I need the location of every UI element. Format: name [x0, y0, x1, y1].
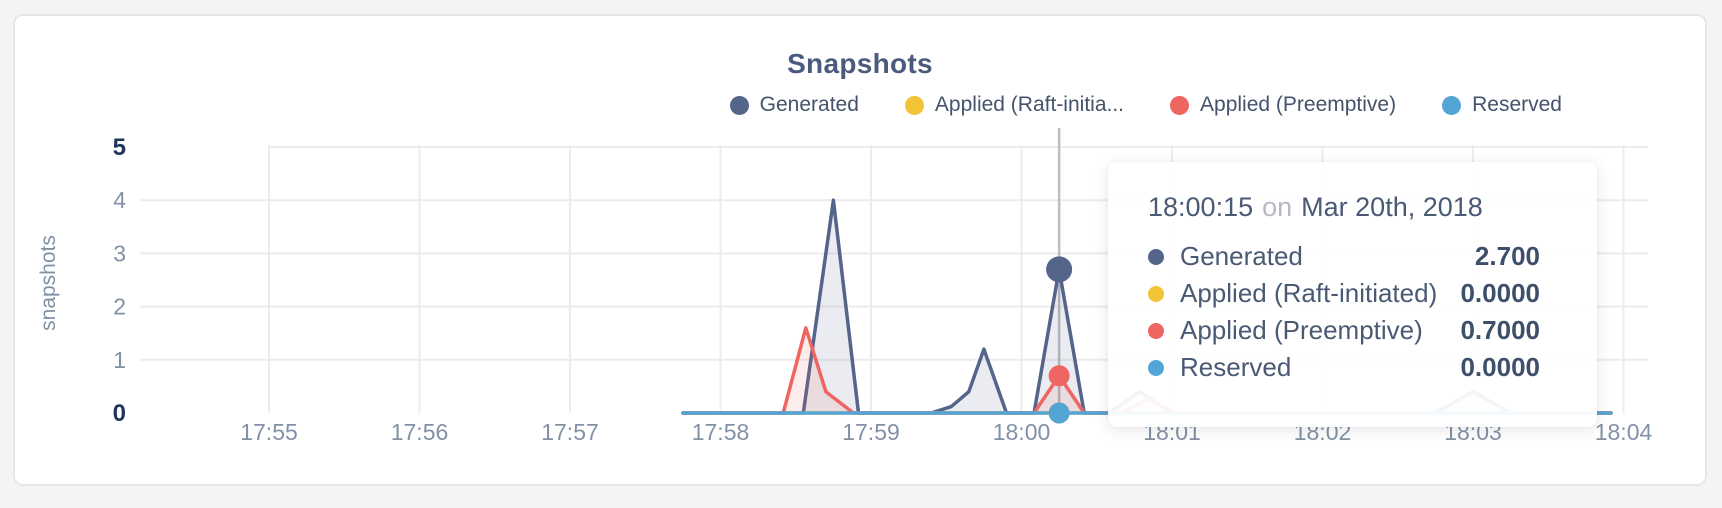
- chart-tooltip: 18:00:15 on Mar 20th, 2018 Generated 2.700 A…: [1108, 162, 1597, 427]
- tooltip-series-value: 0.0000: [1460, 352, 1540, 382]
- series-dot-icon: [1148, 359, 1164, 376]
- legend-item-generated[interactable]: Generated: [729, 93, 859, 117]
- x-tick-label: 17:57: [541, 419, 599, 445]
- tooltip-timestamp: 18:00:15 on Mar 20th, 2018: [1148, 192, 1540, 223]
- legend-dot-icon: [904, 95, 924, 115]
- chart-legend: Generated Applied (Raft-initia... Applied …: [729, 93, 1562, 117]
- x-tick-label: 17:58: [692, 419, 750, 445]
- legend-dot-icon: [1442, 95, 1462, 115]
- hover-point-generated: [1046, 256, 1073, 283]
- legend-label: Applied (Preemptive): [1200, 93, 1397, 116]
- series-dot-icon: [1148, 322, 1164, 339]
- y-tick-label: 1: [113, 347, 126, 373]
- legend-label: Reserved: [1472, 93, 1562, 116]
- tooltip-series-value: 2.700: [1474, 241, 1540, 271]
- hover-point-applied-preemptive: [1048, 365, 1070, 387]
- legend-item-reserved[interactable]: Reserved: [1442, 93, 1562, 117]
- tooltip-series-label: Applied (Preemptive): [1180, 315, 1423, 345]
- hover-point-reserved: [1048, 402, 1070, 424]
- legend-item-applied-preemptive[interactable]: Applied (Preemptive): [1170, 93, 1396, 117]
- tooltip-row-applied-raft-initiated: Applied (Raft-initiated) 0.0000: [1148, 275, 1540, 312]
- tooltip-conjunction: on: [1262, 192, 1293, 222]
- legend-label: Generated: [759, 93, 859, 116]
- tooltip-date: Mar 20th, 2018: [1301, 192, 1483, 222]
- tooltip-series-label: Generated: [1180, 241, 1303, 271]
- tooltip-series-value: 0.7000: [1460, 315, 1540, 345]
- legend-label: Applied (Raft-initia...: [934, 93, 1125, 116]
- x-tick-label: 18:00: [993, 419, 1051, 445]
- tooltip-series-value: 0.0000: [1460, 278, 1540, 308]
- y-tick-label: 4: [113, 187, 126, 213]
- tooltip-row-generated: Generated 2.700: [1148, 238, 1540, 275]
- tooltip-series-label: Applied (Raft-initiated): [1180, 278, 1438, 308]
- chart-title: Snapshots: [787, 48, 933, 79]
- legend-dot-icon: [1170, 95, 1190, 115]
- legend-item-applied-raft-initia[interactable]: Applied (Raft-initia...: [904, 93, 1125, 117]
- y-axis-title: snapshots: [37, 235, 60, 331]
- y-tick-label: 0: [113, 400, 126, 427]
- y-tick-label: 3: [113, 240, 126, 266]
- series-dot-icon: [1148, 248, 1164, 265]
- y-tick-label: 2: [113, 294, 126, 320]
- tooltip-time: 18:00:15: [1148, 192, 1254, 222]
- tooltip-row-reserved: Reserved 0.0000: [1148, 349, 1540, 386]
- series-dot-icon: [1148, 285, 1164, 302]
- tooltip-row-applied-preemptive: Applied (Preemptive) 0.7000: [1148, 312, 1540, 349]
- x-tick-label: 18:04: [1595, 419, 1653, 445]
- y-tick-label: 5: [113, 134, 126, 161]
- tooltip-rows: Generated 2.700 Applied (Raft-initiated) 0.…: [1148, 238, 1540, 386]
- x-tick-label: 17:59: [842, 419, 900, 445]
- tooltip-series-label: Reserved: [1180, 352, 1292, 382]
- legend-dot-icon: [729, 95, 749, 115]
- x-tick-label: 17:55: [240, 419, 298, 445]
- x-tick-label: 17:56: [391, 419, 449, 445]
